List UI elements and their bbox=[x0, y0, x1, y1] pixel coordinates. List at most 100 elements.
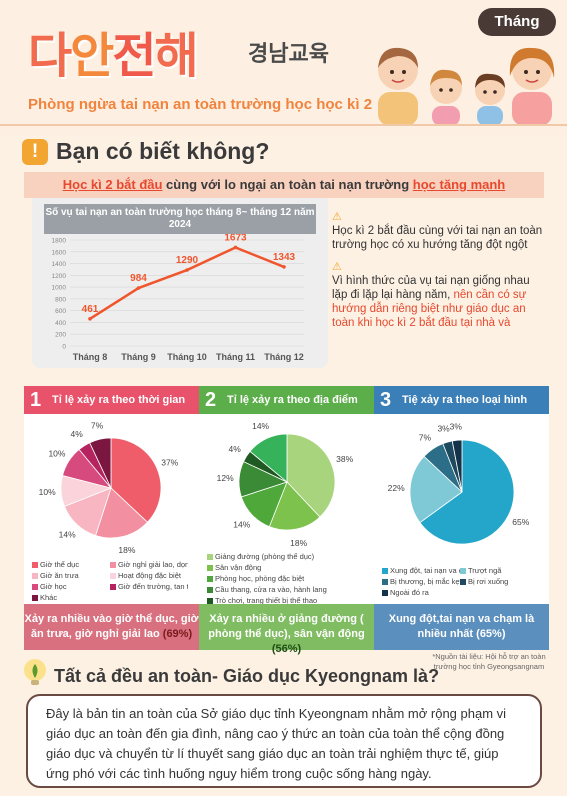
legend-item: Giờ nghỉ giải lao, dọn dẹp bbox=[110, 560, 188, 569]
data-point bbox=[233, 245, 238, 250]
pie-label: 65% bbox=[512, 517, 529, 527]
legend-text: Bị rơi xuống bbox=[468, 577, 509, 586]
warning-icon: ⚠ bbox=[332, 211, 342, 223]
legend-item: Bị rơi xuống bbox=[460, 577, 538, 586]
month-badge: Tháng bbox=[478, 8, 556, 36]
y-tick-label: 1000 bbox=[52, 285, 67, 292]
pie-label: 37% bbox=[161, 458, 178, 468]
legend-item: Giờ ăn trưa bbox=[32, 571, 110, 580]
section2-title: Tất cả đều an toàn- Giáo dục Kyeongnam l… bbox=[54, 666, 440, 686]
data-point bbox=[185, 268, 189, 272]
highlight-banner: Học kì 2 bắt đầu cùng với lo ngại an toà… bbox=[24, 172, 544, 198]
pie-label: 18% bbox=[290, 538, 307, 548]
legend-swatch bbox=[32, 595, 38, 602]
card-header: 3 Tiệ xảy ra theo loại hình bbox=[374, 386, 549, 414]
legend-swatch bbox=[207, 554, 213, 561]
legend-text: Ngoài đó ra bbox=[390, 588, 429, 597]
legend-swatch bbox=[382, 568, 388, 575]
line-chart: 0 200 400 600 800 1000 1200 1400 1600 1800 461 984 1… bbox=[52, 234, 304, 362]
legend-swatch bbox=[32, 562, 38, 569]
legend-text: Giờ ăn trưa bbox=[40, 571, 79, 580]
legend-item: Phòng học, phòng đặc biệt bbox=[207, 574, 367, 583]
card-footer: Xung đột,tai nạn va chạm là nhiều nhất (… bbox=[374, 604, 549, 650]
legend-swatch bbox=[460, 568, 466, 575]
data-label: 1290 bbox=[176, 255, 199, 266]
card-header: 2 Tỉ lệ xảy ra theo địa điểm bbox=[199, 386, 374, 414]
data-point bbox=[136, 286, 141, 290]
legend-swatch bbox=[110, 562, 116, 569]
legend-text: Giờ thể dục bbox=[40, 560, 80, 569]
legend-item: Khác bbox=[32, 593, 110, 602]
source-note: *Nguồn tài liệu: Hội hỗ trợ an toàn trườ… bbox=[432, 652, 546, 671]
data-label: 984 bbox=[130, 273, 147, 284]
legend-item: Trượt ngã bbox=[460, 566, 538, 575]
legend-text: Hoạt động đặc biệt bbox=[118, 571, 181, 580]
pie-label: 3% bbox=[437, 424, 450, 434]
data-point bbox=[88, 317, 92, 321]
header-divider bbox=[0, 124, 567, 126]
pie-label: 14% bbox=[252, 421, 269, 431]
legend-item: Hoạt động đặc biệt bbox=[110, 571, 188, 580]
y-tick-label: 1400 bbox=[52, 261, 67, 268]
pie-label: 3% bbox=[450, 421, 463, 431]
data-label: 1673 bbox=[224, 234, 247, 243]
card-time: 1 Tỉ lệ xảy ra theo thời gian 37% 18% 14% 10… bbox=[24, 386, 199, 650]
pie-label: 14% bbox=[59, 530, 76, 540]
pie-slice bbox=[95, 487, 149, 539]
pie-label: 18% bbox=[118, 545, 135, 555]
pie-label: 10% bbox=[39, 487, 56, 497]
legend-item: Giảng đường (phòng thể dục) bbox=[207, 552, 367, 561]
legend-item: Giờ đến trường, tan trường bbox=[110, 582, 188, 591]
legend-item: Xung đột, tai nạn va chạm bbox=[382, 566, 460, 575]
logo: 다안전해 bbox=[28, 28, 199, 84]
legend-text: Sân vận động bbox=[215, 563, 262, 572]
legend-swatch bbox=[207, 587, 213, 594]
legend-text: Trò chơi, trang thiết bị thể thao bbox=[215, 596, 318, 605]
lightbulb-icon bbox=[24, 659, 46, 685]
legend-item: Sân vận động bbox=[207, 563, 367, 572]
y-tick-label: 600 bbox=[55, 308, 66, 315]
legend-text: Giờ nghỉ giải lao, dọn dẹp bbox=[118, 560, 188, 569]
pie-slice bbox=[110, 437, 162, 523]
card-header: 1 Tỉ lệ xảy ra theo thời gian bbox=[24, 386, 199, 414]
pie-slice bbox=[89, 437, 112, 489]
pie-label: 22% bbox=[388, 483, 405, 493]
legend-text: Xung đột, tai nạn va chạm bbox=[390, 566, 460, 575]
pie-slice bbox=[451, 439, 463, 493]
pie-label: 4% bbox=[71, 429, 84, 439]
pie-label: 10% bbox=[48, 449, 65, 459]
pie-chart-location: 38% 18% 14% 12% 4% 14% bbox=[217, 421, 354, 548]
card-footer: Xảy ra nhiều vào giờ thể dục, giờ ăn trư… bbox=[24, 604, 199, 650]
legend-text: Phòng học, phòng đặc biệt bbox=[215, 574, 305, 583]
legend-item: Giờ thể dục bbox=[32, 560, 110, 569]
legend-item: Giờ học bbox=[32, 582, 110, 591]
warning-icon: ⚠ bbox=[332, 261, 342, 273]
legend-swatch bbox=[32, 573, 38, 580]
legend-text: Giờ học bbox=[40, 582, 67, 591]
x-tick-label: Tháng 10 bbox=[167, 352, 207, 362]
description-box: Đây là bản tin an toàn của Sở giáo dục t… bbox=[26, 694, 542, 788]
legend-swatch bbox=[32, 584, 38, 591]
legend-item: Cầu thang, cửa ra vào, hành lang bbox=[207, 585, 367, 594]
card-type: 3 Tiệ xảy ra theo loại hình 65% 22% 7% 3% 3% … bbox=[374, 386, 549, 650]
line-chart-title: Số vụ tai nạn an toàn trường học tháng 8… bbox=[44, 204, 316, 234]
x-tick-label: Tháng 9 bbox=[121, 352, 156, 362]
x-tick-label: Tháng 12 bbox=[264, 352, 304, 362]
legend-swatch bbox=[207, 576, 213, 583]
pie-label: 14% bbox=[233, 519, 250, 529]
legend-item: Ngoài đó ra bbox=[382, 588, 460, 597]
legend-swatch bbox=[110, 573, 116, 580]
y-tick-label: 200 bbox=[55, 332, 66, 339]
pie-slice bbox=[268, 481, 321, 531]
note-paragraph-1: Học kì 2 bắt đầu cùng với tai nạn an toà… bbox=[332, 225, 543, 251]
y-tick-label: 1200 bbox=[52, 273, 67, 280]
pie-chart-time: 37% 18% 14% 10% 10% 4% 7% bbox=[39, 421, 179, 555]
header: 다안전해 경남교육 Tháng Phòng ngừa tai nạn an to… bbox=[0, 0, 567, 135]
legend-swatch bbox=[110, 584, 116, 591]
pie-label: 4% bbox=[229, 444, 242, 454]
pie-slice bbox=[419, 439, 515, 545]
pie-slice bbox=[409, 455, 463, 524]
x-tick-label: Tháng 8 bbox=[73, 352, 108, 362]
section-title: Bạn có biết không? bbox=[56, 138, 270, 164]
y-tick-label: 800 bbox=[55, 296, 66, 303]
